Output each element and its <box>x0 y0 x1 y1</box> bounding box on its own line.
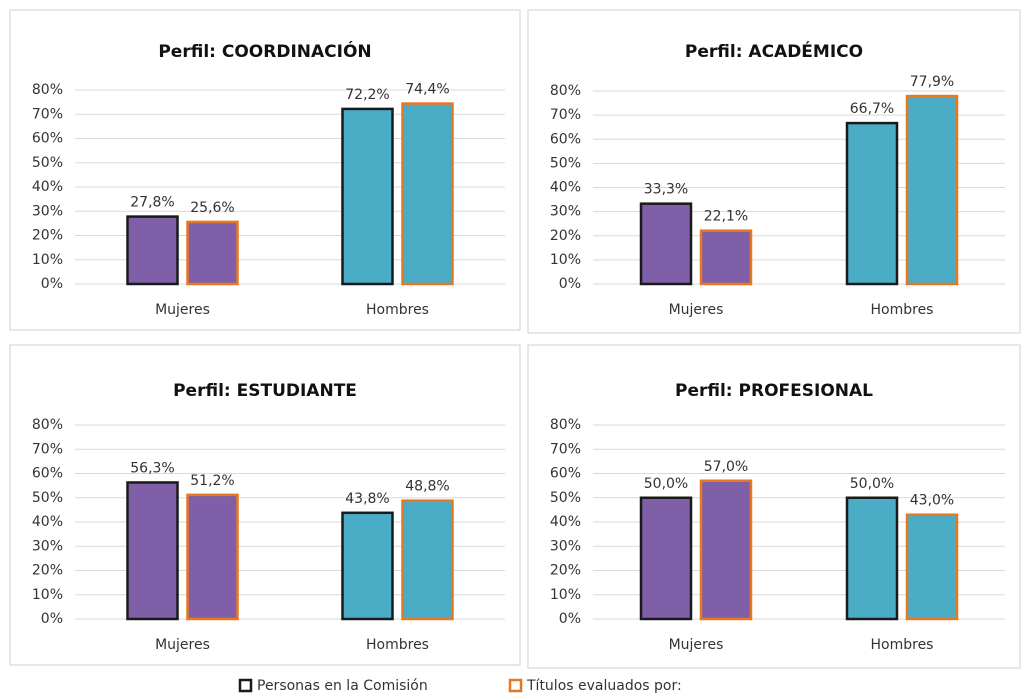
legend-swatch <box>508 678 523 693</box>
x-tick-label: Hombres <box>871 302 934 318</box>
value-label: 74,4% <box>405 82 449 98</box>
value-label: 43,8% <box>345 491 389 507</box>
bar <box>126 215 179 286</box>
bar <box>186 493 239 621</box>
y-tick-label: 30% <box>32 203 63 219</box>
x-tick-label: Hombres <box>871 637 934 653</box>
y-tick-label: 40% <box>550 180 581 196</box>
legend-swatch <box>238 678 253 693</box>
bar <box>401 102 454 286</box>
value-label: 56,3% <box>130 460 174 476</box>
y-tick-label: 20% <box>32 228 63 244</box>
y-tick-label: 40% <box>32 514 63 530</box>
y-tick-label: 60% <box>32 466 63 482</box>
y-tick-label: 70% <box>32 441 63 457</box>
bar <box>401 499 454 621</box>
bar <box>186 220 239 286</box>
y-tick-label: 20% <box>550 563 581 579</box>
bar <box>126 481 179 621</box>
bar <box>845 496 899 621</box>
y-tick-label: 70% <box>32 106 63 122</box>
value-label: 50,0% <box>850 476 894 492</box>
chart-title: Perfil: ACADÉMICO <box>685 40 863 62</box>
y-tick-label: 40% <box>32 179 63 195</box>
y-tick-label: 80% <box>32 417 63 433</box>
bar <box>699 229 753 286</box>
value-label: 25,6% <box>190 200 234 216</box>
legend-label: Títulos evaluados por: <box>526 678 682 694</box>
y-tick-label: 60% <box>550 131 581 147</box>
y-tick-label: 60% <box>32 131 63 147</box>
value-label: 66,7% <box>850 101 894 117</box>
y-tick-label: 30% <box>550 204 581 220</box>
value-label: 50,0% <box>644 476 688 492</box>
y-tick-label: 80% <box>32 82 63 98</box>
bar <box>639 202 693 286</box>
x-tick-label: Mujeres <box>155 637 210 653</box>
value-label: 27,8% <box>130 195 174 211</box>
bar <box>905 513 959 621</box>
chart-title: Perfil: COORDINACIÓN <box>158 40 371 62</box>
x-tick-label: Mujeres <box>155 302 210 318</box>
y-tick-label: 70% <box>550 107 581 123</box>
y-tick-label: 10% <box>32 587 63 603</box>
value-label: 77,9% <box>910 74 954 90</box>
chart-title: Perfil: PROFESIONAL <box>675 381 873 401</box>
value-label: 33,3% <box>644 182 688 198</box>
bar <box>699 479 753 621</box>
y-tick-label: 0% <box>559 611 581 627</box>
y-tick-label: 80% <box>550 417 581 433</box>
value-label: 72,2% <box>345 87 389 103</box>
y-tick-label: 10% <box>550 252 581 268</box>
x-tick-label: Mujeres <box>669 302 724 318</box>
y-tick-label: 50% <box>32 490 63 506</box>
value-label: 57,0% <box>704 459 748 475</box>
y-tick-label: 50% <box>32 155 63 171</box>
y-tick-label: 20% <box>550 228 581 244</box>
value-label: 43,0% <box>910 493 954 509</box>
y-tick-label: 30% <box>32 538 63 554</box>
bar <box>341 511 394 621</box>
y-tick-label: 70% <box>550 441 581 457</box>
y-tick-label: 0% <box>41 611 63 627</box>
bar <box>341 107 394 286</box>
y-tick-label: 60% <box>550 466 581 482</box>
bar <box>845 121 899 286</box>
value-label: 22,1% <box>704 209 748 225</box>
y-tick-label: 0% <box>559 276 581 292</box>
y-tick-label: 20% <box>32 563 63 579</box>
x-tick-label: Hombres <box>366 302 429 318</box>
y-tick-label: 50% <box>550 490 581 506</box>
value-label: 51,2% <box>190 473 234 489</box>
x-tick-label: Hombres <box>366 637 429 653</box>
y-tick-label: 10% <box>550 587 581 603</box>
bar <box>639 496 693 621</box>
chart-title: Perfil: ESTUDIANTE <box>173 381 357 401</box>
legend-label: Personas en la Comisión <box>257 678 428 694</box>
y-tick-label: 30% <box>550 538 581 554</box>
bar <box>905 94 959 286</box>
y-tick-label: 80% <box>550 83 581 99</box>
y-tick-label: 10% <box>32 252 63 268</box>
y-tick-label: 0% <box>41 276 63 292</box>
x-tick-label: Mujeres <box>669 637 724 653</box>
y-tick-label: 40% <box>550 514 581 530</box>
y-tick-label: 50% <box>550 155 581 171</box>
value-label: 48,8% <box>405 479 449 495</box>
